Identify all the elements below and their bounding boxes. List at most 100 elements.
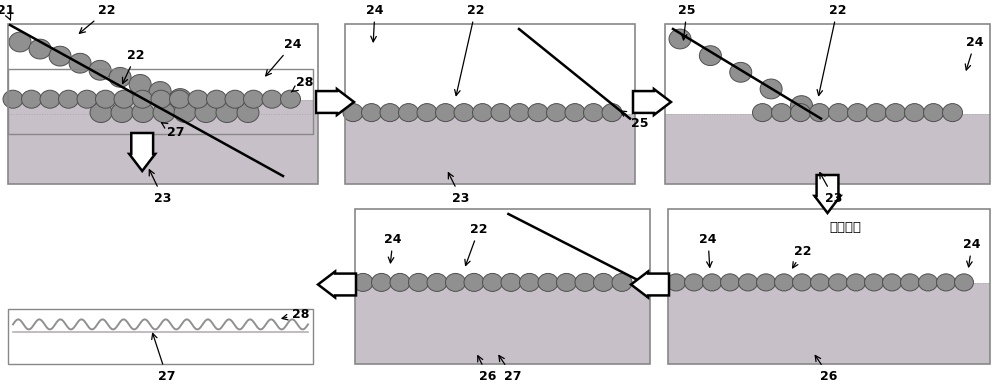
Text: 22: 22 [455, 4, 484, 96]
Ellipse shape [757, 274, 776, 291]
Ellipse shape [109, 67, 131, 87]
Polygon shape [633, 89, 671, 115]
Polygon shape [316, 89, 354, 115]
Ellipse shape [40, 90, 60, 108]
Ellipse shape [942, 103, 962, 122]
Ellipse shape [111, 103, 133, 123]
Text: 24: 24 [366, 4, 384, 42]
Ellipse shape [864, 274, 884, 291]
Ellipse shape [473, 103, 492, 122]
Ellipse shape [828, 274, 848, 291]
Ellipse shape [170, 90, 190, 108]
Polygon shape [129, 133, 155, 171]
Ellipse shape [3, 90, 23, 108]
Bar [8, 69, 313, 100]
Ellipse shape [883, 274, 902, 291]
Text: 25: 25 [678, 4, 696, 40]
Ellipse shape [132, 90, 152, 108]
Ellipse shape [58, 90, 78, 108]
Ellipse shape [237, 103, 259, 123]
Text: 26: 26 [815, 356, 838, 382]
Ellipse shape [188, 90, 208, 108]
Ellipse shape [409, 273, 428, 291]
Ellipse shape [22, 90, 42, 108]
Polygon shape [814, 175, 840, 213]
Bar [345, 24, 635, 114]
Ellipse shape [848, 103, 868, 122]
Ellipse shape [153, 103, 175, 123]
Text: 24: 24 [266, 37, 302, 76]
Ellipse shape [353, 273, 373, 291]
Ellipse shape [810, 274, 830, 291]
Ellipse shape [738, 274, 758, 291]
Ellipse shape [702, 274, 722, 291]
Ellipse shape [501, 273, 521, 291]
Ellipse shape [464, 273, 484, 291]
Text: 21: 21 [0, 4, 15, 20]
Ellipse shape [343, 103, 363, 122]
Ellipse shape [584, 103, 604, 122]
Text: 24: 24 [963, 238, 981, 267]
Ellipse shape [427, 273, 447, 291]
Ellipse shape [216, 103, 238, 123]
Text: 22: 22 [817, 4, 846, 96]
Ellipse shape [90, 103, 112, 123]
Text: 27: 27 [161, 123, 184, 138]
Ellipse shape [699, 46, 721, 66]
Ellipse shape [760, 79, 782, 99]
Ellipse shape [114, 90, 134, 108]
Ellipse shape [810, 103, 830, 122]
Text: 24: 24 [965, 35, 984, 70]
Bar [8, 69, 313, 134]
Bar [8, 24, 318, 184]
Text: 23: 23 [448, 173, 470, 205]
Ellipse shape [189, 96, 211, 116]
Bar [8, 114, 318, 184]
Ellipse shape [207, 90, 226, 108]
Ellipse shape [417, 103, 437, 122]
Ellipse shape [280, 90, 300, 108]
Text: 25: 25 [620, 111, 649, 130]
Ellipse shape [575, 273, 595, 291]
Ellipse shape [482, 273, 503, 291]
Ellipse shape [29, 39, 51, 59]
Ellipse shape [904, 103, 924, 122]
Ellipse shape [244, 90, 264, 108]
Ellipse shape [446, 273, 466, 291]
Bar [668, 284, 990, 364]
Text: 22: 22 [123, 49, 145, 83]
Bar [8, 309, 313, 364]
Ellipse shape [132, 103, 154, 123]
Ellipse shape [77, 90, 97, 108]
Ellipse shape [174, 103, 196, 123]
Ellipse shape [684, 274, 704, 291]
Bar [355, 209, 650, 284]
Ellipse shape [49, 46, 71, 66]
Bar [665, 24, 990, 114]
Bar [345, 24, 635, 184]
Text: 26: 26 [478, 356, 496, 382]
Text: 23: 23 [149, 170, 172, 205]
Text: 27: 27 [499, 356, 521, 382]
Ellipse shape [9, 32, 31, 52]
Ellipse shape [918, 274, 938, 291]
Ellipse shape [612, 273, 632, 291]
Text: 28: 28 [291, 76, 314, 92]
Ellipse shape [936, 274, 956, 291]
Text: 22: 22 [465, 223, 488, 265]
Ellipse shape [924, 103, 944, 122]
Ellipse shape [454, 103, 474, 122]
Text: 溶液浸渍: 溶液浸渍 [829, 221, 861, 233]
Ellipse shape [666, 274, 686, 291]
Bar [8, 24, 318, 114]
Ellipse shape [398, 103, 418, 122]
Ellipse shape [89, 60, 111, 80]
Ellipse shape [565, 103, 585, 122]
Bar [345, 114, 635, 184]
Ellipse shape [149, 82, 171, 102]
Ellipse shape [886, 103, 906, 122]
Text: 22: 22 [793, 245, 812, 268]
Ellipse shape [556, 273, 576, 291]
Ellipse shape [151, 90, 171, 108]
Ellipse shape [790, 103, 810, 122]
